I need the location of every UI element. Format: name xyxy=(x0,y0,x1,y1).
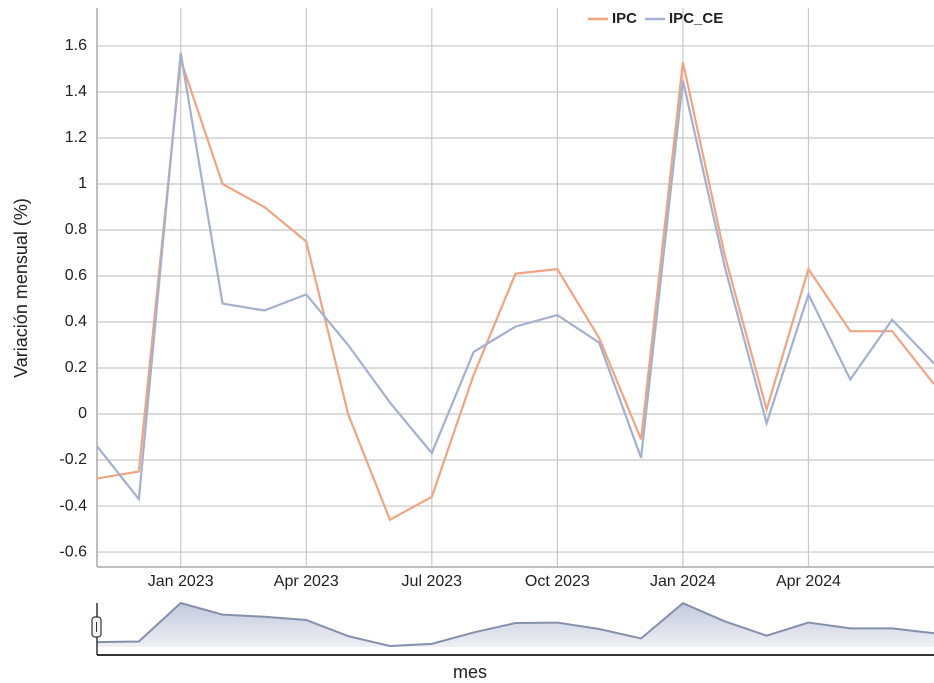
y-tick-label: -0.2 xyxy=(59,451,87,468)
series-line xyxy=(97,59,934,522)
x-tick-label: Oct 2023 xyxy=(525,573,590,590)
y-tick-label: 0 xyxy=(78,405,87,422)
x-tick-label: Apr 2023 xyxy=(274,573,339,590)
x-tick-label: Apr 2024 xyxy=(776,573,841,590)
series-line xyxy=(97,52,934,502)
y-tick-label: -0.6 xyxy=(59,543,87,560)
y-tick-label: -0.4 xyxy=(59,497,87,514)
legend-label: IPC xyxy=(612,10,637,27)
y-axis-title: Variación mensual (%) xyxy=(11,198,31,378)
y-tick-label: 0.6 xyxy=(65,267,87,284)
y-tick-label: 0.8 xyxy=(65,221,87,238)
legend-label: IPC_CE xyxy=(669,10,723,27)
x-tick-label: Jan 2024 xyxy=(650,573,716,590)
y-tick-label: 1.4 xyxy=(65,83,87,100)
y-tick-label: 1 xyxy=(78,175,87,192)
navigator-line xyxy=(96,601,934,648)
x-axis-title: mes xyxy=(453,662,487,682)
navigator-area xyxy=(97,603,934,647)
y-tick-label: 0.4 xyxy=(65,313,87,330)
y-tick-label: 0.2 xyxy=(65,359,87,376)
x-tick-label: Jan 2023 xyxy=(148,573,214,590)
y-tick-label: 1.2 xyxy=(65,129,87,146)
x-tick-label: Jul 2023 xyxy=(402,573,463,590)
y-tick-label: 1.6 xyxy=(65,37,87,54)
